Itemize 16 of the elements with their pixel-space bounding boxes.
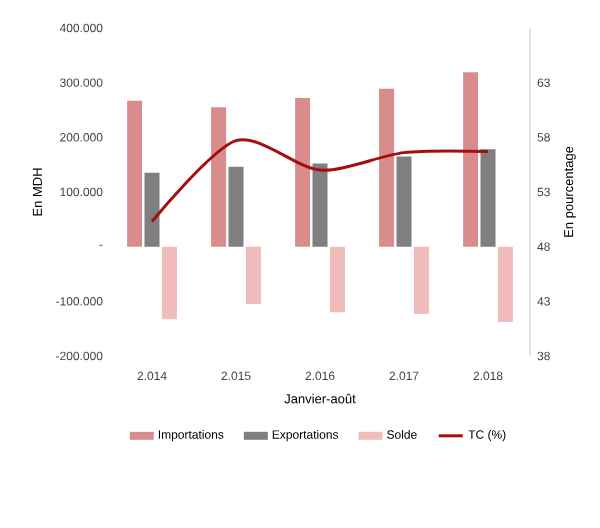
bar: [413, 246, 429, 314]
bar: [497, 246, 513, 323]
bar: [295, 97, 311, 247]
bar: [396, 156, 412, 247]
bar: [127, 100, 143, 247]
bar: [245, 246, 261, 305]
bar: [161, 246, 177, 320]
bar: [379, 88, 395, 247]
bar: [312, 163, 328, 247]
bar: [228, 166, 244, 247]
bar: [329, 246, 345, 313]
bar: [211, 107, 227, 247]
bar: [463, 72, 479, 247]
bar: [144, 172, 160, 247]
line-series: [150, 138, 490, 223]
bar: [480, 149, 496, 247]
